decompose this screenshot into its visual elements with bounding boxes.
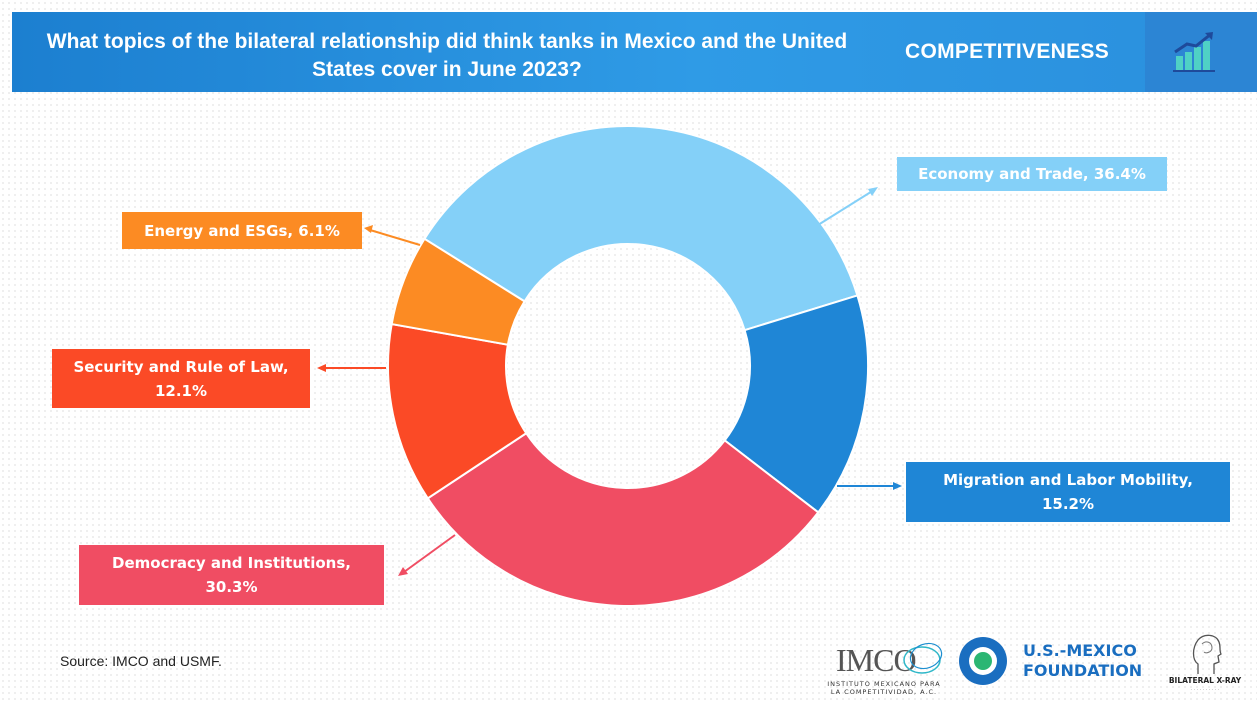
label-energy-text: Energy and ESGs, 6.1% <box>144 221 340 240</box>
xray-logo-text: BILATERAL X-RAY <box>1168 676 1242 685</box>
header-icon-box <box>1145 12 1257 92</box>
label-migration: Migration and Labor Mobility, 15.2% <box>906 462 1230 522</box>
imco-logo: IMCO INSTITUTO MEXICANO PARA LA COMPETIT… <box>818 632 950 700</box>
leader-democracy <box>403 534 456 573</box>
source-note: Source: IMCO and USMF. <box>60 653 222 669</box>
leader-energy-arrow <box>364 225 373 233</box>
xray-logo-subtext: · · · · · · · · · · <box>1190 687 1220 693</box>
label-democracy-line2: 30.3% <box>205 578 258 596</box>
label-economy: Economy and Trade, 36.4% <box>897 157 1167 191</box>
bar-chart-growth-icon <box>1173 32 1215 72</box>
label-migration-line1: Migration and Labor Mobility, <box>943 471 1193 489</box>
label-energy: Energy and ESGs, 6.1% <box>122 212 362 249</box>
imco-logo-text: IMCO <box>836 642 917 678</box>
circle-logo-icon <box>959 637 1007 685</box>
usmf-line2: FOUNDATION <box>1023 661 1143 680</box>
slice-energy <box>390 237 526 346</box>
leader-security-arrow <box>317 364 326 372</box>
imco-subtitle-line2: LA COMPETITIVIDAD, A.C. <box>830 688 938 696</box>
bilateral-xray-logo: BILATERAL X-RAY · · · · · · · · · · <box>1160 630 1250 700</box>
leader-energy <box>369 229 421 246</box>
slice-migration <box>723 294 869 514</box>
leader-migration-arrow <box>893 482 902 490</box>
usmf-logo: U.S.-MEXICO FOUNDATION <box>955 633 1145 689</box>
header-banner: What topics of the bilateral relationshi… <box>12 12 1257 92</box>
leader-economy <box>817 189 875 226</box>
usmf-line1: U.S.-MEXICO <box>1023 641 1137 660</box>
imco-subtitle: INSTITUTO MEXICANO PARA LA COMPETITIVIDA… <box>818 680 950 696</box>
page-title: What topics of the bilateral relationshi… <box>46 30 848 81</box>
label-democracy-line1: Democracy and Institutions, <box>112 554 351 572</box>
usmf-logo-text: U.S.-MEXICO FOUNDATION <box>1023 641 1142 681</box>
slice-economy <box>423 125 859 332</box>
slice-democracy <box>426 431 820 607</box>
leader-economy-arrow <box>868 187 878 196</box>
label-economy-text: Economy and Trade, 36.4% <box>918 165 1146 183</box>
label-security-line2: 12.1% <box>154 381 208 400</box>
section-label: COMPETITIVENESS <box>904 40 1110 63</box>
imco-subtitle-line1: INSTITUTO MEXICANO PARA <box>827 680 941 688</box>
label-security: Security and Rule of Law, 12.1% <box>52 349 310 408</box>
leader-democracy-arrow <box>398 567 408 576</box>
label-security-line1: Security and Rule of Law, <box>73 357 289 376</box>
imco-swirl-icon <box>903 642 943 674</box>
label-democracy: Democracy and Institutions, 30.3% <box>79 545 384 605</box>
head-profile-icon <box>1192 634 1222 674</box>
label-migration-line2: 15.2% <box>1041 495 1095 513</box>
